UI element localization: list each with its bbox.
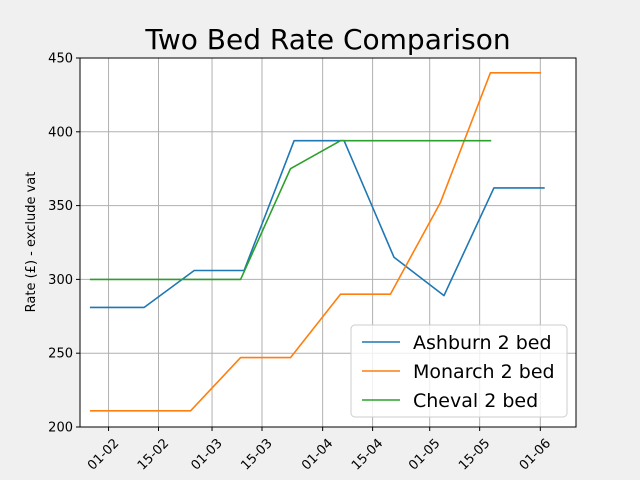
y-tick-label: 450	[48, 52, 73, 67]
y-tick-label: 400	[48, 125, 73, 140]
series-lines	[89, 72, 545, 412]
chart-title: Two Bed Rate Comparison	[144, 23, 510, 56]
legend-label-3: Cheval 2 bed	[413, 390, 538, 412]
y-tick-label: 200	[48, 421, 73, 436]
y-tick-label: 250	[48, 347, 73, 362]
legend: Ashburn 2 bed Monarch 2 bed Cheval 2 bed	[350, 324, 568, 418]
plot-frame	[79, 57, 577, 428]
series-line-1	[89, 139, 545, 309]
series-line-2	[89, 72, 542, 412]
legend-box	[350, 324, 568, 418]
y-axis-label: Rate (£) - exclude vat	[24, 172, 39, 313]
series-line-3	[89, 139, 492, 281]
y-tick-label: 350	[48, 199, 73, 214]
legend-label-1: Ashburn 2 bed	[413, 332, 552, 354]
y-axis: 200 250 300 350 400 450	[48, 52, 80, 436]
legend-label-2: Monarch 2 bed	[413, 361, 555, 383]
y-tick-label: 300	[48, 273, 73, 288]
